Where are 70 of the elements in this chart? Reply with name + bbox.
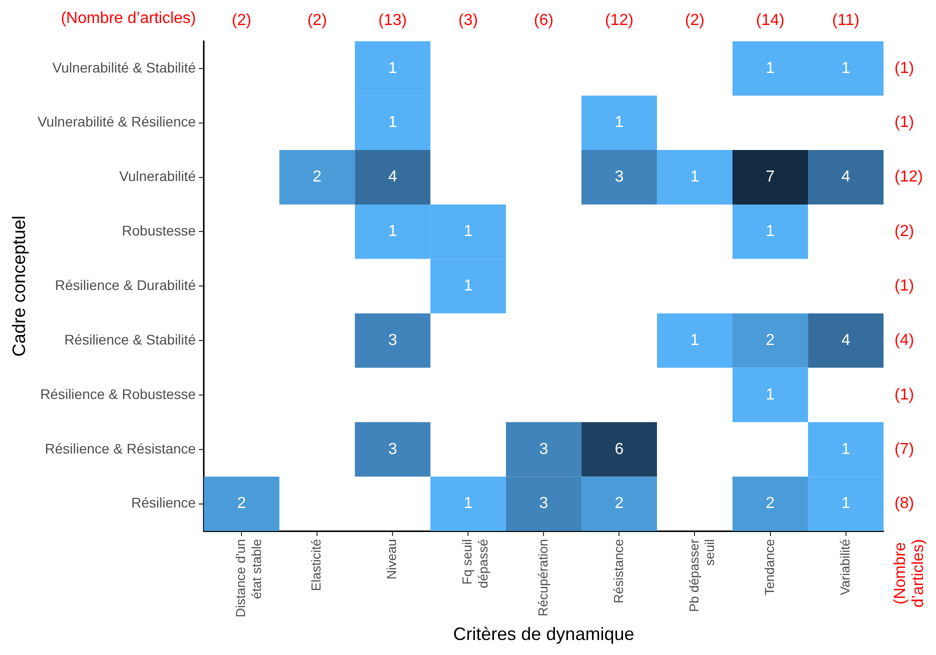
data-label: 1 bbox=[690, 168, 700, 186]
data-label: 1 bbox=[388, 223, 398, 240]
data-label: 4 bbox=[841, 332, 850, 349]
x-tick-label: Récupération bbox=[535, 539, 550, 616]
x-tick-label: Résistance bbox=[610, 539, 626, 604]
data-label: 1 bbox=[388, 114, 398, 132]
data-label: 2 bbox=[766, 495, 775, 512]
data-label: 1 bbox=[464, 278, 473, 295]
text: (6) bbox=[534, 12, 554, 30]
y2-tick-label: (1) bbox=[894, 278, 914, 295]
data-label: 3 bbox=[388, 440, 398, 458]
x-tick-label: Elasticité bbox=[308, 539, 324, 592]
data-label: 2 bbox=[312, 168, 322, 186]
text: (12) bbox=[604, 12, 634, 30]
data-label: 4 bbox=[841, 168, 850, 186]
data-label: 1 bbox=[766, 60, 775, 77]
text: (13) bbox=[378, 12, 407, 30]
data-label: 3 bbox=[614, 168, 624, 186]
y2-tick-label: (1) bbox=[894, 114, 914, 132]
data-label: 1 bbox=[388, 60, 398, 77]
y-tick-label: Résilience & Stabilité bbox=[64, 331, 196, 348]
x-axis-title: Critères de dynamique bbox=[453, 624, 634, 644]
text: (Nombre d’articles) bbox=[892, 539, 928, 608]
y2-tick-label: (4) bbox=[894, 332, 914, 349]
y-tick-label: Résilience & Résistance bbox=[44, 440, 196, 456]
data-label: 6 bbox=[614, 440, 624, 458]
data-label: 1 bbox=[464, 495, 473, 512]
text: (2) bbox=[684, 12, 705, 30]
x-tick-label: Niveau bbox=[384, 539, 400, 580]
text: (11) bbox=[832, 12, 860, 30]
data-label: 1 bbox=[614, 114, 624, 132]
y-tick-label: Résilience & Robustesse bbox=[40, 386, 196, 402]
data-label: 3 bbox=[539, 495, 548, 512]
data-label: 1 bbox=[690, 332, 700, 349]
y-tick-label: Vulnerabilité bbox=[119, 168, 196, 184]
data-label: 1 bbox=[841, 495, 850, 512]
y2-tick-label: (1) bbox=[894, 60, 914, 77]
x-tick-label: Variabilité bbox=[837, 539, 852, 596]
x-tick-label: Pb dépasser seuil bbox=[686, 538, 717, 612]
text: (14) bbox=[756, 12, 784, 30]
data-label: 1 bbox=[841, 440, 850, 458]
y2-tick-label: (12) bbox=[894, 168, 923, 186]
data-label: 1 bbox=[464, 223, 473, 240]
text: (Nombre d’articles) bbox=[60, 10, 196, 28]
data-label: 4 bbox=[388, 168, 398, 186]
data-label: 2 bbox=[614, 495, 624, 512]
text: (3) bbox=[458, 12, 478, 30]
data-label: 3 bbox=[539, 440, 548, 458]
data-label: 1 bbox=[766, 386, 775, 404]
x-tick-label: Fq seuil dépassé bbox=[460, 538, 490, 588]
data-label: 2 bbox=[237, 495, 246, 512]
text: (2) bbox=[307, 12, 327, 30]
y-tick-label: Résilience bbox=[131, 494, 196, 511]
y-tick-label: Résilience & Durabilité bbox=[54, 276, 196, 293]
data-label: 1 bbox=[841, 60, 850, 77]
data-label: 3 bbox=[388, 332, 398, 349]
y2-tick-label: (2) bbox=[894, 223, 914, 240]
y2-tick-label: (8) bbox=[894, 495, 914, 512]
text: (2) bbox=[232, 12, 252, 30]
y-tick-label: Vulnerabilité & Résilience bbox=[38, 114, 196, 130]
data-label: 2 bbox=[766, 332, 775, 349]
y-axis-title: Cadre conceptuel bbox=[8, 216, 29, 357]
data-label: 1 bbox=[766, 223, 775, 240]
x-tick-label: Distance d'un état stable bbox=[233, 539, 264, 618]
y-tick-label: Robustesse bbox=[122, 222, 196, 239]
y2-tick-label: (7) bbox=[894, 440, 914, 458]
y-tick-label: Vulnerabilité & Stabilité bbox=[52, 59, 196, 76]
y2-tick-label: (1) bbox=[894, 386, 914, 404]
x-tick-label: Tendance bbox=[762, 539, 777, 596]
data-label: 7 bbox=[766, 168, 775, 186]
